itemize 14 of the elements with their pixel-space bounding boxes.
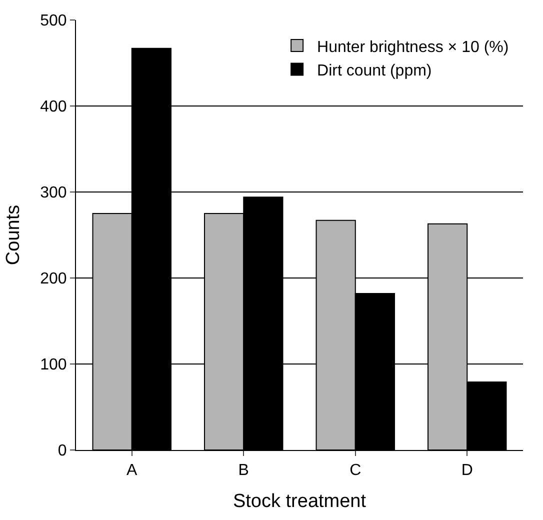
x-tick-label: D (461, 462, 473, 480)
y-tick-label: 400 (40, 98, 67, 116)
x-tick-label: C (350, 462, 362, 480)
y-tick-label: 100 (40, 356, 67, 374)
y-axis-title: Counts (2, 204, 24, 266)
y-tick-label: 300 (40, 184, 67, 202)
legend-label: Dirt count (ppm) (317, 62, 432, 80)
y-tick-label: 500 (40, 12, 67, 30)
legend-label: Hunter brightness × 10 (%) (317, 38, 509, 56)
x-tick-label: B (238, 462, 249, 480)
y-tick-label: 0 (58, 442, 67, 460)
x-tick-label: A (126, 462, 138, 480)
x-axis-title: Stock treatment (232, 491, 367, 512)
y-tick-label: 200 (40, 270, 67, 288)
